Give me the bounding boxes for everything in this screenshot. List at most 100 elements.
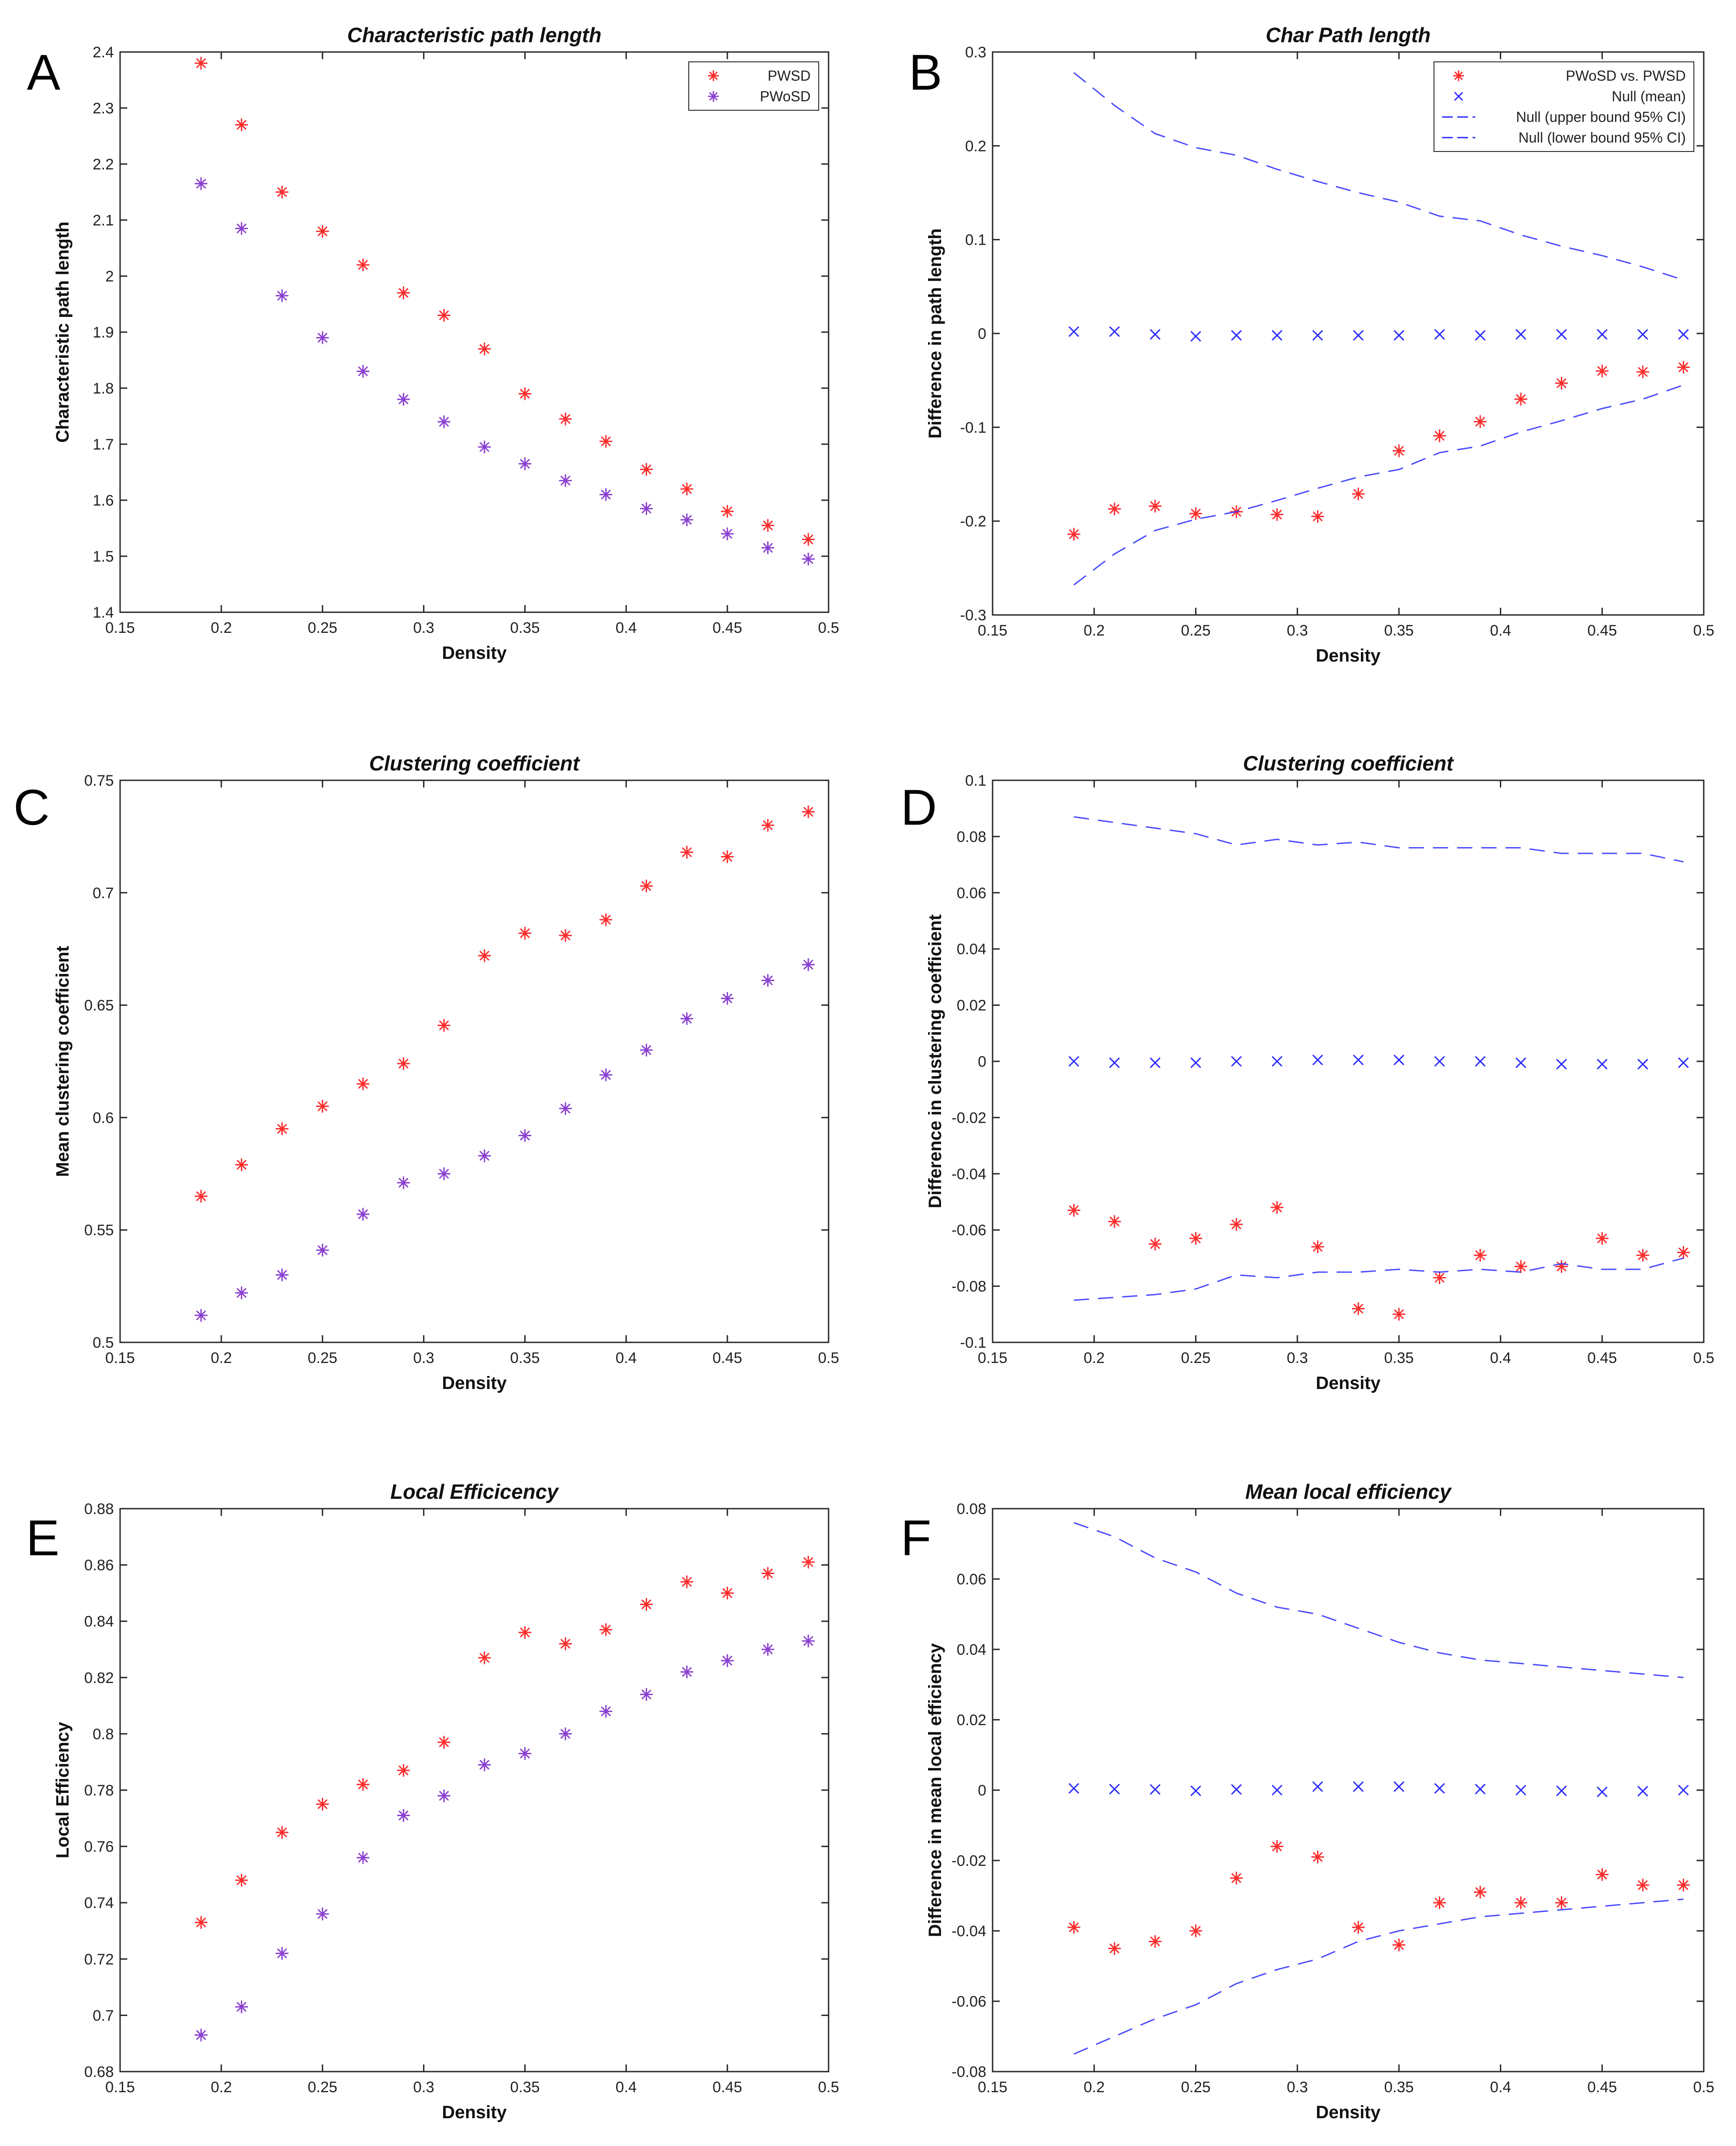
y-tick-label: 0.1 — [965, 772, 986, 789]
y-tick-label: 1.8 — [93, 380, 114, 397]
data-point-pwosd — [559, 1102, 572, 1115]
data-point-pwsd — [761, 818, 774, 832]
data-point-null-mean — [1150, 1057, 1161, 1068]
data-point-pwosd-vs-pwsd — [1067, 1203, 1080, 1217]
data-point-pwsd — [680, 1575, 694, 1588]
data-point-null-mean — [1475, 1056, 1486, 1067]
x-tick-label: 0.15 — [105, 2079, 135, 2096]
panel-letter: B — [909, 44, 942, 100]
data-point-null-mean — [1109, 1057, 1120, 1068]
legend-label: PWSD — [768, 68, 811, 84]
data-point-pwosd-vs-pwsd — [1433, 1271, 1446, 1285]
x-tick-label: 0.35 — [510, 1350, 540, 1367]
data-point-pwsd — [802, 805, 815, 818]
data-point-pwosd-vs-pwsd — [1311, 1240, 1324, 1254]
x-tick-label: 0.5 — [818, 619, 839, 636]
y-tick-label: 0.02 — [957, 1712, 986, 1729]
data-point-pwosd-vs-pwsd — [1677, 1878, 1690, 1892]
data-point-null-mean — [1231, 330, 1242, 341]
x-tick-label: 0.15 — [978, 1350, 1007, 1367]
data-point-pwosd-vs-pwsd — [1149, 499, 1162, 513]
x-tick-label: 0.2 — [211, 1350, 232, 1367]
data-point-null-mean — [1068, 1056, 1079, 1067]
data-point-null-mean — [1312, 1055, 1323, 1065]
y-tick-label: 0.65 — [84, 997, 114, 1014]
data-point-null-mean — [1109, 326, 1120, 337]
panel-title: Clustering coefficient — [369, 752, 580, 775]
x-tick-label: 0.4 — [616, 619, 637, 636]
data-point-pwsd — [761, 1566, 774, 1580]
x-tick-label: 0.45 — [1587, 622, 1617, 639]
x-tick-label: 0.25 — [308, 619, 337, 636]
y-tick-label: -0.02 — [952, 1852, 987, 1869]
data-point-null-mean — [1597, 1059, 1607, 1069]
data-point-pwsd — [397, 286, 410, 299]
data-point-null-mean — [1231, 1056, 1242, 1067]
data-point-pwosd-vs-pwsd — [1555, 376, 1568, 390]
data-point-pwosd — [478, 1149, 491, 1163]
x-tick-label: 0.4 — [1490, 622, 1511, 639]
data-point-pwosd-vs-pwsd — [1514, 1896, 1528, 1909]
data-point-pwosd — [599, 1068, 613, 1082]
x-tick-label: 0.5 — [1693, 1350, 1714, 1367]
x-axis-label: Density — [1316, 2103, 1381, 2122]
data-point-pwosd — [275, 289, 289, 303]
data-point-pwosd — [559, 474, 572, 487]
x-tick-label: 0.4 — [1490, 2079, 1511, 2096]
data-point-pwosd — [437, 1789, 451, 1803]
data-point-null-mean — [1434, 329, 1445, 340]
data-point-null-mean — [1434, 1783, 1445, 1794]
legend-box — [688, 61, 819, 111]
data-point-pwosd — [680, 513, 694, 527]
data-point-pwosd — [802, 552, 815, 566]
panel-title: Characteristic path length — [347, 23, 601, 47]
y-tick-label: 0.2 — [965, 138, 986, 155]
x-tick-label: 0.45 — [713, 1350, 742, 1367]
legend-label: Null (upper bound 95% CI) — [1516, 109, 1686, 125]
data-point-pwosd — [761, 1643, 774, 1656]
data-point-pwosd-vs-pwsd — [1108, 1215, 1121, 1228]
y-tick-label: -0.08 — [952, 1278, 987, 1295]
y-tick-label: -0.06 — [952, 1222, 987, 1239]
data-point-pwosd — [397, 1809, 410, 1822]
y-tick-label: 0.04 — [957, 941, 986, 958]
data-point-pwosd — [680, 1665, 694, 1679]
x-tick-label: 0.3 — [413, 2079, 434, 2096]
data-point-pwosd-vs-pwsd — [1636, 1878, 1650, 1892]
y-tick-label: 1.5 — [93, 548, 114, 565]
y-tick-label: 0.02 — [957, 997, 986, 1014]
data-point-null-mean — [1678, 329, 1689, 340]
data-point-pwsd — [356, 258, 370, 272]
data-point-pwsd — [194, 1916, 208, 1929]
data-point-pwsd — [559, 412, 572, 426]
y-tick-label: 0.75 — [84, 772, 114, 789]
data-point-null-mean — [1231, 1784, 1242, 1795]
data-point-pwsd — [599, 913, 613, 926]
panel-title: Char Path length — [1265, 23, 1430, 47]
x-tick-label: 0.3 — [1287, 622, 1308, 639]
data-point-pwsd — [640, 1598, 653, 1611]
y-tick-label: 2.1 — [93, 212, 114, 229]
y-tick-label: 0.06 — [957, 1571, 986, 1588]
x-axis-label: Density — [442, 2103, 507, 2122]
panel-letter: A — [27, 44, 60, 100]
data-point-pwsd — [235, 1873, 248, 1887]
x-axis-label: Density — [442, 1373, 507, 1393]
data-point-pwsd — [235, 118, 248, 131]
data-point-null-mean — [1678, 1785, 1689, 1796]
x-axis-label: Density — [1316, 646, 1381, 666]
y-tick-label: 0.84 — [84, 1613, 114, 1630]
y-axis-label: Characteristic path length — [53, 221, 73, 442]
data-point-null-mean — [1353, 1781, 1364, 1792]
y-tick-label: -0.04 — [952, 1923, 987, 1940]
data-point-pwsd — [721, 505, 734, 518]
x-tick-label: 0.3 — [1287, 2079, 1308, 2096]
panel-f: 0.15 0.2 0.25 0.3 0.35 0.4 0.45 0.5 -0.08 -0.06 -0… — [925, 1480, 1714, 2122]
data-point-pwosd — [721, 527, 734, 541]
data-point-pwsd — [721, 1586, 734, 1600]
x-tick-label: 0.45 — [713, 2079, 742, 2096]
y-tick-label: 1.7 — [93, 436, 114, 453]
data-point-pwsd — [478, 949, 491, 962]
data-point-pwosd — [356, 365, 370, 378]
y-tick-label: 0.76 — [84, 1839, 114, 1856]
